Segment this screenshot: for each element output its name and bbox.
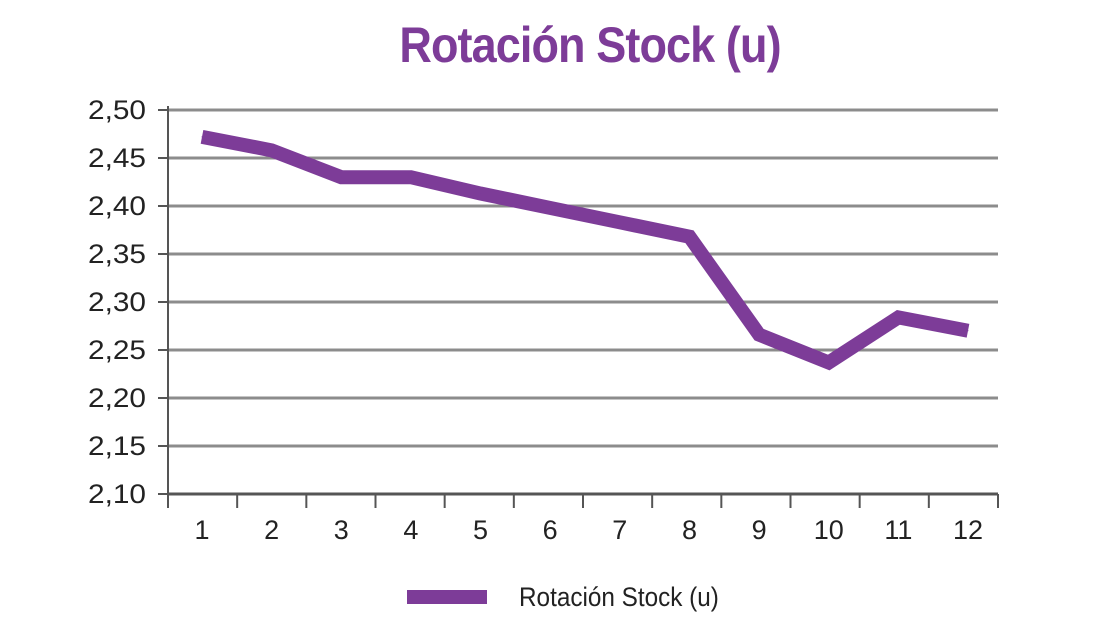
legend-swatch (407, 590, 487, 604)
y-tick-label: 2,25 (88, 335, 146, 365)
y-tick-label: 2,35 (88, 239, 146, 269)
data-point (828, 361, 830, 363)
y-tick-label: 2,30 (88, 287, 146, 317)
series-lines (200, 130, 970, 371)
x-tick-labels: 1 2 3 4 5 6 7 8 9 10 11 12 (194, 515, 983, 545)
x-tick-label: 9 (752, 515, 767, 545)
x-tick-label: 7 (612, 515, 627, 545)
x-tick-label: 12 (953, 515, 983, 545)
legend: Rotación Stock (u) (407, 575, 741, 619)
series-line (200, 130, 970, 371)
data-point (480, 193, 482, 195)
y-tick-labels: 2,10 2,15 2,20 2,25 2,30 2,35 2,40 2,45 2,50 (88, 95, 146, 509)
data-point (897, 316, 899, 318)
y-tick-label: 2,10 (88, 479, 146, 509)
x-tick-label: 3 (334, 515, 349, 545)
y-tick-label: 2,45 (88, 143, 146, 173)
axes (158, 106, 999, 508)
data-point (758, 334, 760, 336)
x-tick-label: 6 (543, 515, 558, 545)
data-point (619, 221, 621, 223)
x-tick-label: 4 (403, 515, 418, 545)
data-point (271, 149, 273, 151)
data-point (549, 207, 551, 209)
y-tick-label: 2,50 (88, 95, 146, 125)
y-tick-label: 2,15 (88, 431, 146, 461)
data-point (688, 236, 690, 238)
data-point (967, 330, 969, 332)
y-tick-label: 2,40 (88, 191, 146, 221)
x-tick-label: 11 (884, 515, 912, 545)
chart-title: Rotación Stock (u) (399, 17, 781, 73)
x-tick-label: 10 (814, 515, 844, 545)
data-point (340, 176, 342, 178)
legend-label: Rotación Stock (u) (519, 581, 719, 612)
x-tick-label: 1 (194, 515, 209, 545)
data-point (201, 136, 203, 138)
x-tick-label: 5 (473, 515, 488, 545)
y-tick-label: 2,20 (88, 383, 146, 413)
x-tick-label: 2 (264, 515, 279, 545)
data-point (410, 176, 412, 178)
x-tick-label: 8 (682, 515, 697, 545)
